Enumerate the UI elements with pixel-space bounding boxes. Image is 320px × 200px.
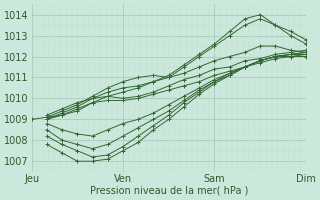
X-axis label: Pression niveau de la mer( hPa ): Pression niveau de la mer( hPa ): [90, 186, 248, 196]
